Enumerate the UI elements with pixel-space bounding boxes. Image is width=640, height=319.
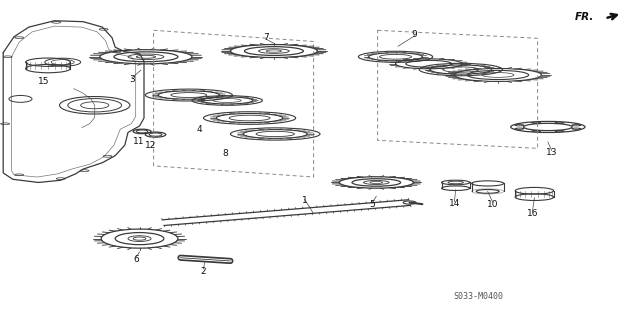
- Text: 3: 3: [129, 75, 134, 84]
- Text: 16: 16: [527, 209, 538, 218]
- Text: 6: 6: [134, 255, 139, 263]
- Text: 13: 13: [546, 148, 557, 157]
- Text: 4: 4: [197, 125, 202, 134]
- Text: S033-M0400: S033-M0400: [454, 292, 504, 301]
- Text: 7: 7: [263, 33, 268, 42]
- Text: 1: 1: [302, 197, 307, 205]
- Text: 9: 9: [412, 30, 417, 39]
- Text: 15: 15: [38, 77, 49, 86]
- Text: 14: 14: [449, 199, 460, 208]
- Text: 12: 12: [145, 141, 157, 150]
- Text: 10: 10: [487, 200, 499, 209]
- Text: 11: 11: [132, 137, 144, 146]
- Text: 8: 8: [223, 149, 228, 158]
- Text: 5: 5: [370, 200, 375, 209]
- Text: FR.: FR.: [575, 11, 594, 22]
- Text: 2: 2: [201, 267, 206, 276]
